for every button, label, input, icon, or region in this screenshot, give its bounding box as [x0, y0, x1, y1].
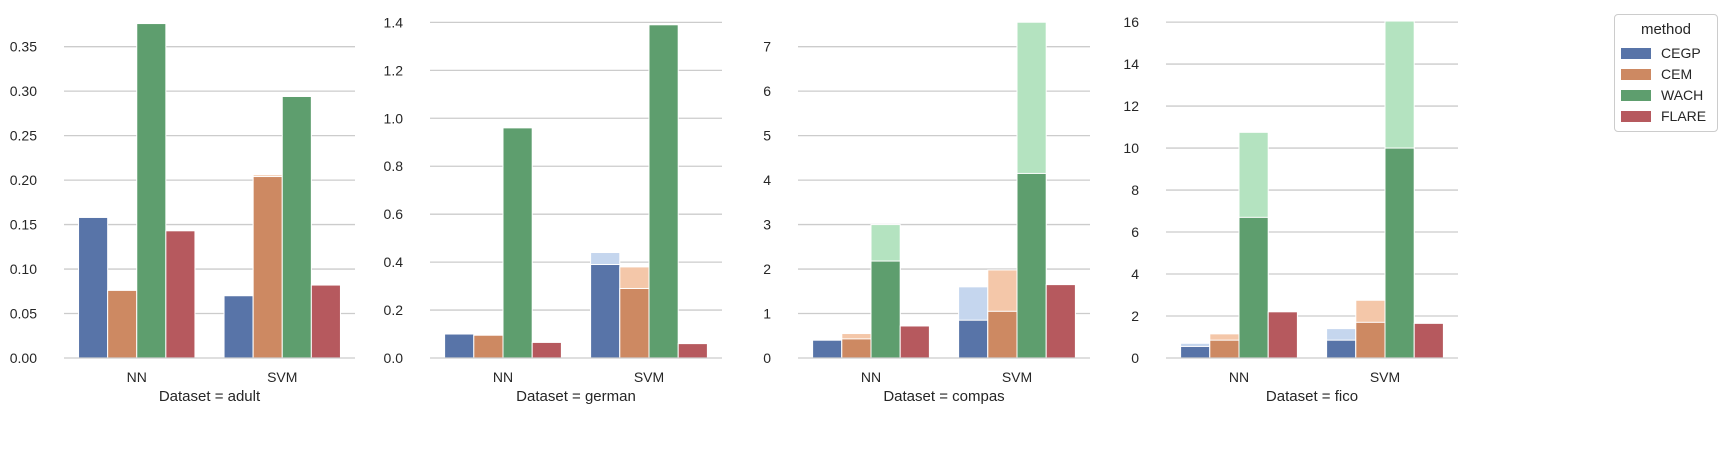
x-tick-label: SVM — [1002, 369, 1032, 385]
y-tick-label: 14 — [1123, 56, 1139, 72]
bar-cem-svm — [619, 287, 650, 359]
y-tick-label: 2 — [1131, 308, 1139, 324]
bar-cem-svm — [987, 310, 1018, 359]
y-tick-label: 0 — [1131, 350, 1139, 366]
bar-flare-svm — [1413, 322, 1444, 359]
bar-cegp-svm — [590, 264, 621, 359]
bar-flare-nn — [165, 230, 196, 359]
bar-wach-svm — [1384, 147, 1415, 359]
bar-flare-nn — [1267, 311, 1298, 359]
legend-swatch-flare — [1621, 111, 1651, 122]
chart-panel-3: 0 1 2 3 4 5 6 7 NN SVM Dataset = compas — [763, 21, 1090, 405]
chart-panel-2: 0.0 0.2 0.4 0.6 0.8 1.0 1.2 1.4 NN SVM Dataset = g… — [384, 14, 722, 405]
bar-wach-svm — [281, 95, 312, 359]
y-tick-label: 0.05 — [10, 306, 37, 322]
bar-cegp-svm — [958, 319, 989, 359]
y-tick-label: 0.4 — [384, 254, 404, 270]
legend-label-cem: CEM — [1661, 66, 1693, 82]
bar-flare-nn — [899, 325, 930, 359]
bar-flare-svm — [310, 284, 341, 359]
y-tick-label: 2 — [763, 261, 771, 277]
y-tick-label: 0 — [763, 350, 771, 366]
bar-cegp-nn — [444, 333, 475, 359]
y-tick-label: 0.25 — [10, 128, 37, 144]
y-tick-label: 12 — [1123, 98, 1139, 114]
y-tick-label: 0.6 — [384, 206, 404, 222]
y-tick-label: 6 — [1131, 224, 1139, 240]
y-tick-label: 4 — [1131, 266, 1139, 282]
x-axis-label: Dataset = german — [516, 388, 636, 405]
bar-flare-svm — [677, 343, 708, 359]
y-tick-label: 8 — [1131, 182, 1139, 198]
x-tick-label: SVM — [1370, 369, 1400, 385]
legend-swatch-cegp — [1621, 48, 1651, 59]
y-tick-label: 0.0 — [384, 350, 404, 366]
y-tick-label: 0.00 — [10, 350, 37, 366]
bar-cegp-svm — [1326, 339, 1357, 359]
y-tick-label: 1.4 — [384, 14, 404, 30]
y-tick-label: 3 — [763, 217, 771, 233]
x-tick-label: NN — [127, 369, 147, 385]
bar-cem-svm — [252, 176, 283, 359]
bar-wach-nn — [136, 23, 167, 359]
legend-swatch-wach — [1621, 90, 1651, 101]
x-tick-label: NN — [1229, 369, 1249, 385]
bar-wach-svm — [648, 24, 679, 359]
bar-wach-svm — [1016, 172, 1047, 359]
legend-label-wach: WACH — [1661, 87, 1704, 103]
bar-wach-nn — [1238, 216, 1269, 359]
bar-flare-nn — [531, 341, 562, 359]
y-tick-label: 1.2 — [384, 62, 404, 78]
y-tick-label: 0.20 — [10, 172, 37, 188]
bar-cegp-nn — [78, 216, 109, 359]
x-axis-label: Dataset = compas — [883, 388, 1004, 405]
bar-cegp-svm — [223, 295, 254, 359]
x-tick-label: NN — [493, 369, 513, 385]
legend-label-flare: FLARE — [1661, 108, 1707, 124]
x-tick-label: NN — [861, 369, 881, 385]
y-tick-label: 0.2 — [384, 302, 404, 318]
bar-cem-nn — [107, 289, 138, 359]
y-tick-label: 16 — [1123, 14, 1139, 30]
y-tick-label: 5 — [763, 128, 771, 144]
y-tick-label: 7 — [763, 39, 771, 55]
bar-cem-svm — [1355, 321, 1386, 359]
legend-title: method — [1640, 21, 1692, 38]
bar-flare-svm — [1045, 284, 1076, 359]
bar-cem-nn — [473, 334, 504, 359]
y-tick-label: 0.35 — [10, 39, 37, 55]
chart-panel-1: 0.00 0.05 0.10 0.15 0.20 0.25 0.30 0.35 NN SVM Dat… — [10, 23, 355, 405]
legend-swatch-cem — [1621, 69, 1651, 80]
chart-panel-4: 0 2 4 6 8 10 12 14 16 NN SVM Dataset = fico — [1123, 14, 1458, 405]
y-tick-label: 0.8 — [384, 158, 404, 174]
legend: method CEGP CEM WACH FLARE — [1614, 14, 1718, 132]
bar-cegp-nn — [1180, 345, 1211, 359]
y-tick-label: 6 — [763, 83, 771, 99]
x-axis-label: Dataset = fico — [1266, 388, 1358, 405]
legend-label-cegp: CEGP — [1661, 45, 1701, 61]
bar-cem-nn — [841, 338, 872, 359]
x-tick-label: SVM — [634, 369, 664, 385]
y-tick-label: 0.15 — [10, 217, 37, 233]
y-tick-label: 1 — [763, 306, 771, 322]
bar-wach-nn — [870, 260, 901, 359]
y-tick-label: 10 — [1123, 140, 1139, 156]
bar-wach-nn — [502, 127, 533, 359]
y-tick-label: 1.0 — [384, 110, 404, 126]
y-tick-label: 0.10 — [10, 261, 37, 277]
bar-cegp-nn — [812, 339, 843, 359]
x-axis-label: Dataset = adult — [159, 388, 261, 405]
y-tick-label: 4 — [763, 172, 771, 188]
x-tick-label: SVM — [267, 369, 297, 385]
bar-cem-nn — [1209, 339, 1240, 359]
y-tick-label: 0.30 — [10, 83, 37, 99]
